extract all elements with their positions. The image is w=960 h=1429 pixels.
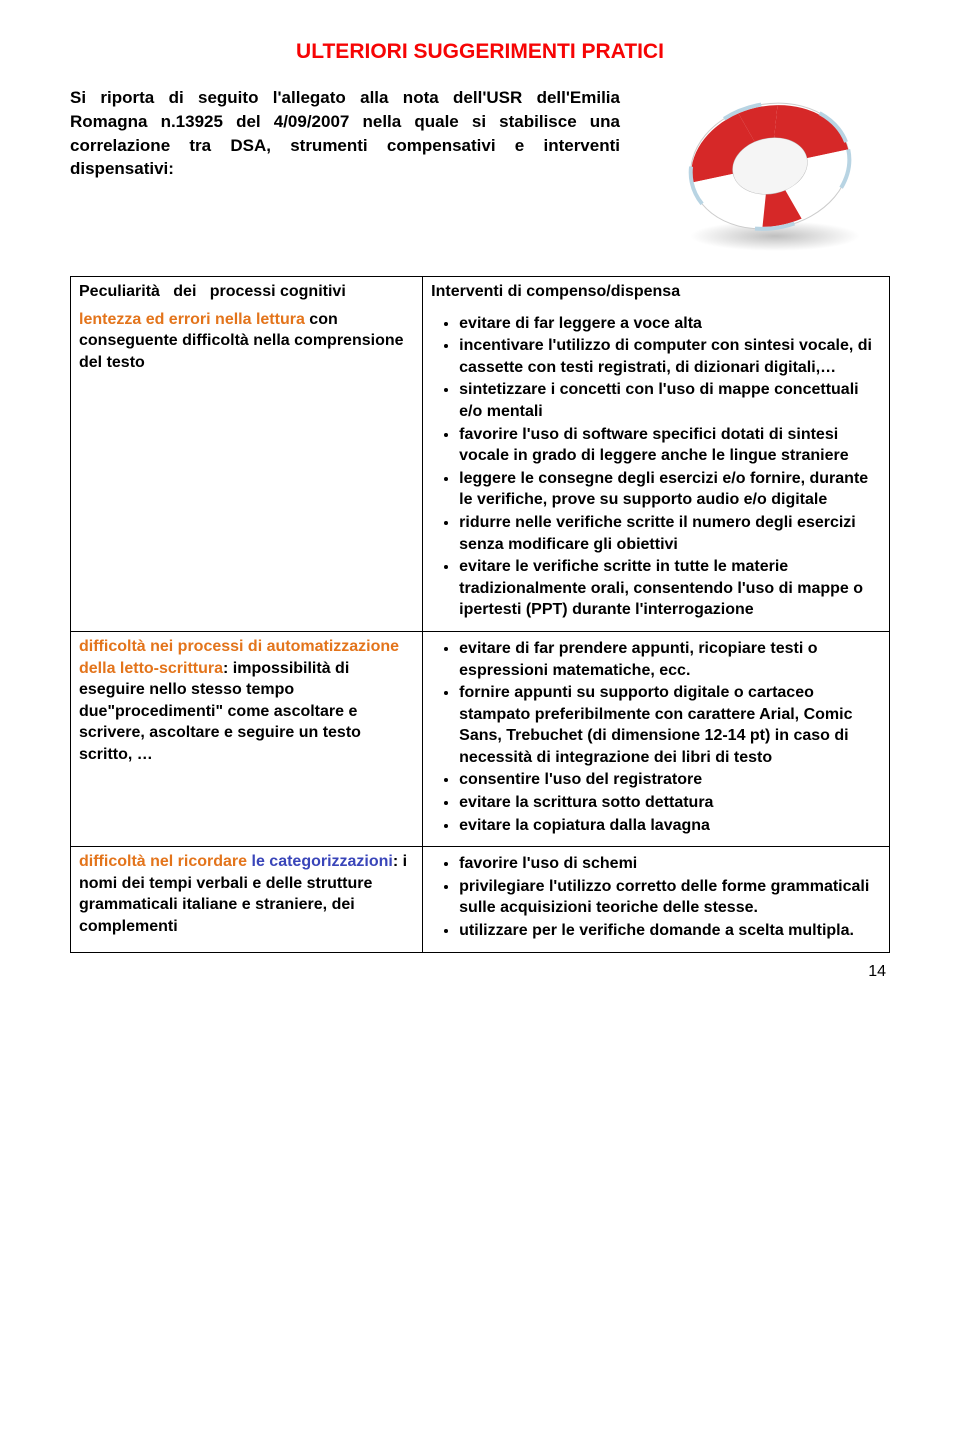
table-right-cell: favorire l'uso di schemiprivilegiare l'u…: [423, 847, 890, 952]
list-item: leggere le consegne degli esercizi e/o f…: [459, 468, 881, 511]
content-table: Peculiarità dei processi cognitivilentez…: [70, 276, 890, 953]
intro-text: Si riporta di seguito l'allegato alla no…: [70, 86, 620, 181]
list-item: sintetizzare i concetti con l'uso di map…: [459, 379, 881, 422]
list-item: incentivare l'utilizzo di computer con s…: [459, 335, 881, 378]
list-item: evitare la scrittura sotto dettatura: [459, 792, 881, 814]
table-left-cell: Peculiarità dei processi cognitivilentez…: [71, 277, 423, 632]
page-number: 14: [70, 953, 890, 981]
page-title: ULTERIORI SUGGERIMENTI PRATICI: [70, 40, 890, 64]
list-item: fornire appunti su supporto digitale o c…: [459, 682, 881, 768]
list-item: evitare di far prendere appunti, ricopia…: [459, 638, 881, 681]
list-item: evitare le verifiche scritte in tutte le…: [459, 556, 881, 621]
list-item: favorire l'uso di schemi: [459, 853, 881, 875]
list-item: evitare di far leggere a voce alta: [459, 313, 881, 335]
list-item: ridurre nelle verifiche scritte il numer…: [459, 512, 881, 555]
lifebuoy-image: [650, 86, 890, 256]
list-item: privilegiare l'utilizzo corretto delle f…: [459, 876, 881, 919]
table-right-cell: Interventi di compenso/dispensaevitare d…: [423, 277, 890, 632]
list-item: favorire l'uso di software specifici dot…: [459, 424, 881, 467]
table-left-cell: difficoltà nel ricordare le categorizzaz…: [71, 847, 423, 952]
list-item: consentire l'uso del registratore: [459, 769, 881, 791]
table-left-cell: difficoltà nei processi di automatizzazi…: [71, 631, 423, 846]
intro-row: Si riporta di seguito l'allegato alla no…: [70, 86, 890, 256]
table-right-cell: evitare di far prendere appunti, ricopia…: [423, 631, 890, 846]
list-item: utilizzare per le verifiche domande a sc…: [459, 920, 881, 942]
list-item: evitare la copiatura dalla lavagna: [459, 815, 881, 837]
